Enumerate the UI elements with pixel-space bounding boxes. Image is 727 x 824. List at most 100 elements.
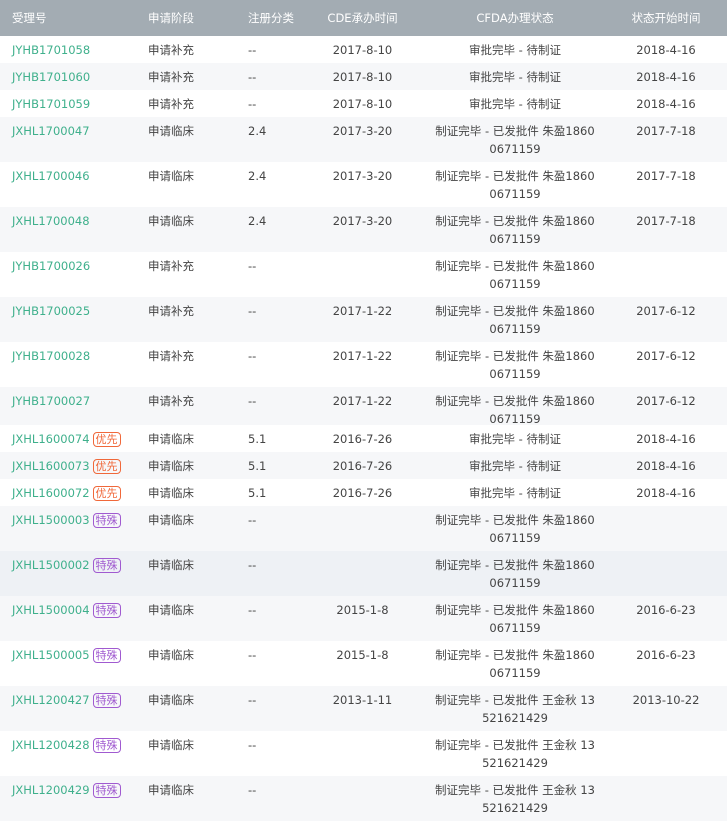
- cde-time-cell: 2016-7-26: [332, 432, 393, 446]
- acceptance-number-link[interactable]: JXHL1200428: [12, 738, 90, 752]
- acceptance-number-link[interactable]: JXHL1500002: [12, 558, 90, 572]
- cde-time-cell: 2017-8-10: [332, 43, 393, 57]
- id-cell: JXHL1700047: [0, 122, 140, 158]
- class-cell: --: [248, 394, 257, 408]
- id-cell: JYHB1700027: [0, 392, 140, 421]
- stage-cell: 申请临床: [148, 693, 194, 707]
- cde-time-cell: [300, 257, 425, 293]
- class-cell: 5.1: [248, 432, 267, 446]
- special-badge: 特殊: [92, 783, 121, 798]
- cde-time-cell: 2017-1-22: [332, 349, 393, 363]
- special-badge: 特殊: [92, 693, 121, 708]
- acceptance-number-link[interactable]: JXHL1500004: [12, 603, 90, 617]
- stage-cell: 申请临床: [148, 459, 194, 473]
- cde-time-cell: [300, 556, 425, 592]
- start-time-cell: 2017-6-12: [636, 349, 696, 363]
- header-cfda-status: CFDA办理状态: [476, 11, 554, 25]
- table-row: JXHL1700047 申请临床 2.4 2017-3-20 制证完毕 - 已发…: [0, 117, 727, 162]
- cde-time-cell: [300, 511, 425, 547]
- id-cell: JXHL1600072 优先: [0, 484, 140, 502]
- class-cell: --: [248, 43, 257, 57]
- acceptance-number-link[interactable]: JYHB1700026: [12, 259, 91, 273]
- id-cell: JYHB1701059: [0, 95, 140, 113]
- start-time-cell: 2017-7-18: [636, 124, 696, 138]
- stage-cell: 申请补充: [148, 259, 194, 273]
- acceptance-number-link[interactable]: JXHL1200427: [12, 693, 90, 707]
- acceptance-number-link[interactable]: JYHB1700028: [12, 349, 91, 363]
- class-cell: --: [248, 603, 257, 617]
- class-cell: --: [248, 513, 257, 527]
- id-cell: JYHB1700028: [0, 347, 140, 383]
- id-cell: JXHL1500003 特殊: [0, 511, 140, 547]
- acceptance-number-link[interactable]: JXHL1700047: [12, 124, 90, 138]
- header-id: 受理号: [12, 11, 47, 25]
- table-row: JXHL1700046 申请临床 2.4 2017-3-20 制证完毕 - 已发…: [0, 162, 727, 207]
- cfda-status-cell: 审批完毕 - 待制证: [469, 432, 561, 446]
- table-row: JYHB1700025 申请补充 -- 2017-1-22 制证完毕 - 已发批…: [0, 297, 727, 342]
- class-cell: --: [248, 70, 257, 84]
- table-row: JXHL1700048 申请临床 2.4 2017-3-20 制证完毕 - 已发…: [0, 207, 727, 252]
- acceptance-number-link[interactable]: JYHB1701059: [12, 97, 91, 111]
- acceptance-number-link[interactable]: JYHB1701060: [12, 70, 91, 84]
- class-cell: --: [248, 648, 257, 662]
- cde-time-cell: 2017-1-22: [332, 304, 393, 318]
- acceptance-number-link[interactable]: JYHB1701058: [12, 43, 91, 57]
- stage-cell: 申请临床: [148, 214, 194, 228]
- cfda-status-cell: 审批完毕 - 待制证: [469, 43, 561, 57]
- acceptance-number-link[interactable]: JXHL1600072: [12, 486, 90, 500]
- start-time-cell: 2018-4-16: [636, 459, 696, 473]
- cde-time-cell: 2017-8-10: [332, 97, 393, 111]
- table-row: JXHL1200427 特殊 申请临床 -- 2013-1-11 制证完毕 - 已…: [0, 686, 727, 731]
- stage-cell: 申请临床: [148, 648, 194, 662]
- table-row: JXHL1600074 优先 申请临床 5.1 2016-7-26 审批完毕 - …: [0, 425, 727, 452]
- table-row: JXHL1200428 特殊 申请临床 -- 制证完毕 - 已发批件 王金秋 13…: [0, 731, 727, 776]
- acceptance-number-link[interactable]: JXHL1700048: [12, 214, 90, 228]
- special-badge: 特殊: [92, 738, 121, 753]
- acceptance-number-link[interactable]: JXHL1600073: [12, 459, 90, 473]
- id-cell: JXHL1500005 特殊: [0, 646, 140, 682]
- cde-time-cell: 2017-3-20: [332, 169, 393, 183]
- start-time-cell: [605, 511, 727, 547]
- cde-time-cell: 2016-7-26: [332, 486, 393, 500]
- start-time-cell: 2017-6-12: [636, 304, 696, 318]
- start-time-cell: 2017-7-18: [636, 214, 696, 228]
- table-row: JYHB1701060 申请补充 -- 2017-8-10 审批完毕 - 待制证…: [0, 63, 727, 90]
- id-cell: JYHB1701060: [0, 68, 140, 86]
- acceptance-number-link[interactable]: JXHL1200429: [12, 783, 90, 797]
- class-cell: --: [248, 97, 257, 111]
- acceptance-number-link[interactable]: JXHL1500003: [12, 513, 90, 527]
- stage-cell: 申请补充: [148, 70, 194, 84]
- table-body: JYHB1701058 申请补充 -- 2017-8-10 审批完毕 - 待制证…: [0, 36, 727, 821]
- acceptance-number-link[interactable]: JYHB1700027: [12, 394, 91, 408]
- table-header: 受理号 申请阶段 注册分类 CDE承办时间 CFDA办理状态 状态开始时间: [0, 0, 727, 36]
- table-row: JXHL1500004 特殊 申请临床 -- 2015-1-8 制证完毕 - 已发…: [0, 596, 727, 641]
- cfda-status-cell: 制证完毕 - 已发批件 朱盈18600671159: [435, 304, 595, 336]
- cde-time-cell: 2016-7-26: [332, 459, 393, 473]
- stage-cell: 申请临床: [148, 738, 194, 752]
- acceptance-number-link[interactable]: JXHL1500005: [12, 648, 90, 662]
- cfda-status-cell: 制证完毕 - 已发批件 朱盈18600671159: [435, 214, 595, 246]
- priority-badge: 优先: [92, 486, 121, 501]
- cfda-status-cell: 制证完毕 - 已发批件 朱盈18600671159: [435, 169, 595, 201]
- start-time-cell: 2016-6-23: [636, 648, 696, 662]
- acceptance-number-link[interactable]: JXHL1700046: [12, 169, 90, 183]
- cfda-status-cell: 审批完毕 - 待制证: [469, 459, 561, 473]
- class-cell: 2.4: [248, 169, 267, 183]
- id-cell: JXHL1500004 特殊: [0, 601, 140, 637]
- table-row: JYHB1701059 申请补充 -- 2017-8-10 审批完毕 - 待制证…: [0, 90, 727, 117]
- table-row: JYHB1700026 申请补充 -- 制证完毕 - 已发批件 朱盈186006…: [0, 252, 727, 297]
- stage-cell: 申请补充: [148, 304, 194, 318]
- cfda-status-cell: 审批完毕 - 待制证: [469, 97, 561, 111]
- acceptance-number-link[interactable]: JYHB1700025: [12, 304, 91, 318]
- id-cell: JXHL1200429 特殊: [0, 781, 140, 817]
- table-row: JXHL1200429 特殊 申请临床 -- 制证完毕 - 已发批件 王金秋 13…: [0, 776, 727, 821]
- start-time-cell: 2017-7-18: [636, 169, 696, 183]
- stage-cell: 申请补充: [148, 349, 194, 363]
- cde-time-cell: 2017-3-20: [332, 214, 393, 228]
- cfda-status-cell: 制证完毕 - 已发批件 王金秋 13521621429: [435, 738, 595, 770]
- start-time-cell: 2018-4-16: [636, 432, 696, 446]
- stage-cell: 申请临床: [148, 603, 194, 617]
- acceptance-number-link[interactable]: JXHL1600074: [12, 432, 90, 446]
- class-cell: 5.1: [248, 459, 267, 473]
- id-cell: JYHB1701058: [0, 41, 140, 59]
